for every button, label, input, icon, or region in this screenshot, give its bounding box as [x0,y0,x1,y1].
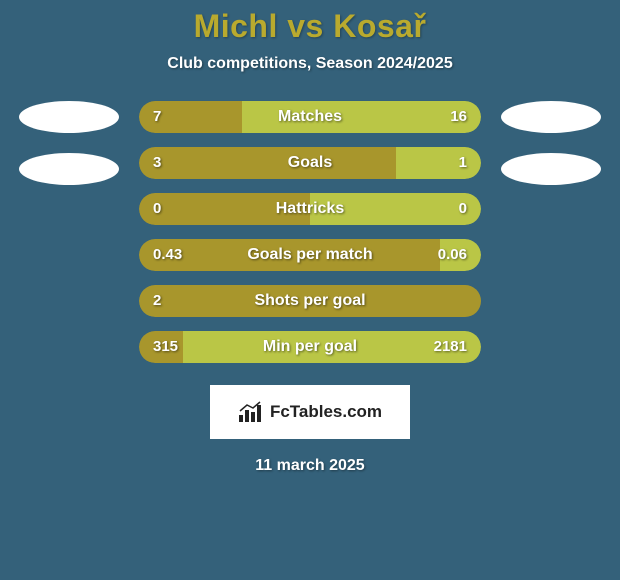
player-photo [19,101,119,133]
stat-label: Goals [139,147,481,179]
right-player-photos [501,101,601,185]
left-player-photos [19,101,119,185]
stat-label: Matches [139,101,481,133]
stat-row: 2Shots per goal [139,285,481,317]
stat-label: Min per goal [139,331,481,363]
stat-bars: 716Matches 31Goals 00Hattricks 0.430.06Goal… [139,101,481,363]
comparison-title: Michl vs Kosař [0,8,620,45]
bar-chart-icon [238,401,264,423]
stat-row: 00Hattricks [139,193,481,225]
stats-area: 716Matches 31Goals 00Hattricks 0.430.06Goal… [0,101,620,363]
stat-label: Hattricks [139,193,481,225]
player-photo [19,153,119,185]
stat-row: 31Goals [139,147,481,179]
brand-text: FcTables.com [270,402,382,422]
comparison-subtitle: Club competitions, Season 2024/2025 [0,55,620,73]
stat-label: Shots per goal [139,285,481,317]
brand-logo[interactable]: FcTables.com [210,385,410,439]
stat-label: Goals per match [139,239,481,271]
stat-row: 0.430.06Goals per match [139,239,481,271]
player-photo [501,153,601,185]
player-photo [501,101,601,133]
stat-row: 716Matches [139,101,481,133]
stat-row: 3152181Min per goal [139,331,481,363]
date-label: 11 march 2025 [0,457,620,475]
